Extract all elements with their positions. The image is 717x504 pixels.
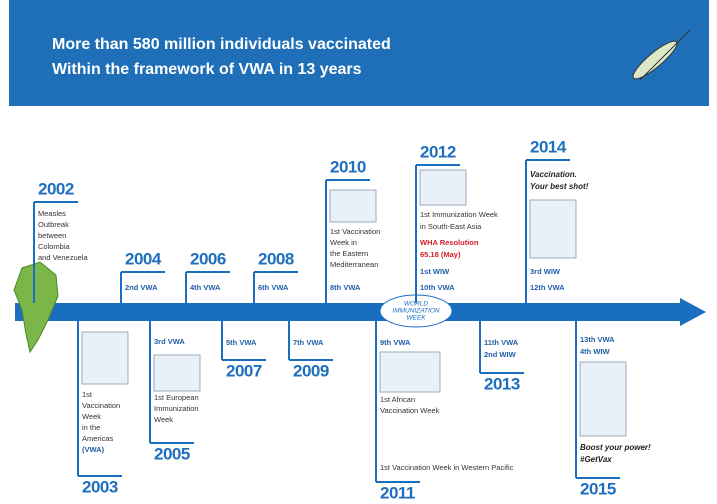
event-text: Mediterranean [330, 260, 378, 269]
event-text: 1st WIW [420, 267, 450, 276]
event-text: 6th VWA [258, 283, 289, 292]
event-text: Immunization [154, 404, 199, 413]
event-text: Vaccination [82, 401, 120, 410]
event-year: 2010 [330, 157, 366, 176]
mosquito-icon [632, 29, 691, 81]
event-text: Vaccination. [530, 170, 577, 179]
event-text: and Venezuela [38, 253, 88, 262]
event-image [153, 354, 201, 392]
logo-text: WEEK [406, 315, 426, 322]
logo-text: IMMUNIZATION [392, 308, 439, 315]
event-text: Week in [330, 238, 357, 247]
event-text: 11th VWA [484, 338, 519, 347]
event-text: 1st Vaccination Week in Western Pacific [380, 463, 514, 472]
event-year: 2005 [154, 444, 190, 463]
event-text: in South-East Asia [420, 222, 482, 231]
event-year: 2002 [38, 179, 74, 198]
event-image [529, 199, 577, 259]
event-image [81, 331, 129, 385]
event-year: 2011 [380, 483, 415, 502]
event-year: 2015 [580, 479, 616, 498]
event-year: 2009 [293, 361, 329, 380]
event-text: 9th VWA [380, 338, 411, 347]
event-text: Colombia [38, 242, 71, 251]
event-image [329, 189, 377, 223]
event-text: 4th VWA [190, 283, 221, 292]
event-text: Your best shot! [530, 182, 589, 191]
event-year: 2006 [190, 249, 226, 268]
event-year: 2014 [530, 137, 567, 156]
event-year: 2004 [125, 249, 162, 268]
event-text: the Eastern [330, 249, 368, 258]
event-text: WHA Resolution [420, 238, 479, 247]
event-text: 1st Immunization Week [420, 210, 498, 219]
event-image [579, 361, 627, 437]
event-text: 12th VWA [530, 283, 565, 292]
logo-text: WORLD [404, 301, 429, 308]
timeline-axis [15, 298, 706, 326]
event-text: in the [82, 423, 100, 432]
event-text: 65.18 (May) [420, 250, 461, 259]
event-text: (VWA) [82, 445, 105, 454]
event-text: Week [154, 415, 173, 424]
event-text: 2nd WIW [484, 350, 517, 359]
event-text: 1st [82, 390, 93, 399]
event-year: 2013 [484, 374, 520, 393]
event-text: Americas [82, 434, 114, 443]
event-text: Week [82, 412, 101, 421]
event-text: Boost your power! [580, 443, 651, 452]
event-text: #GetVax [580, 455, 612, 464]
event-text: 3rd WIW [530, 267, 561, 276]
event-text: 3rd VWA [154, 337, 185, 346]
event-text: 2nd VWA [125, 283, 158, 292]
event-text: 10th VWA [420, 283, 455, 292]
event-text: between [38, 231, 66, 240]
event-text: 7th VWA [293, 338, 324, 347]
event-text: 4th WIW [580, 347, 610, 356]
event-image [379, 351, 441, 393]
event-text: 1st Vaccination [330, 227, 380, 236]
event-text: 1st European [154, 393, 199, 402]
header-line: Within the framework of VWA in 13 years [52, 61, 362, 78]
header-line: More than 580 million individuals vaccin… [52, 36, 391, 53]
event-text: 5th VWA [226, 338, 257, 347]
event-year: 2008 [258, 249, 294, 268]
event-text: Measles [38, 209, 66, 218]
event-year: 2007 [226, 361, 262, 380]
event-text: Vaccination Week [380, 406, 440, 415]
event-text: 1st African [380, 395, 415, 404]
event-image [419, 169, 467, 206]
event-year: 2003 [82, 477, 118, 496]
event-text: 8th VWA [330, 283, 361, 292]
header-band [9, 0, 709, 106]
south-america-map [13, 261, 59, 354]
event-text: Outbreak [38, 220, 69, 229]
event-text: 13th VWA [580, 335, 615, 344]
event-year: 2012 [420, 142, 456, 161]
